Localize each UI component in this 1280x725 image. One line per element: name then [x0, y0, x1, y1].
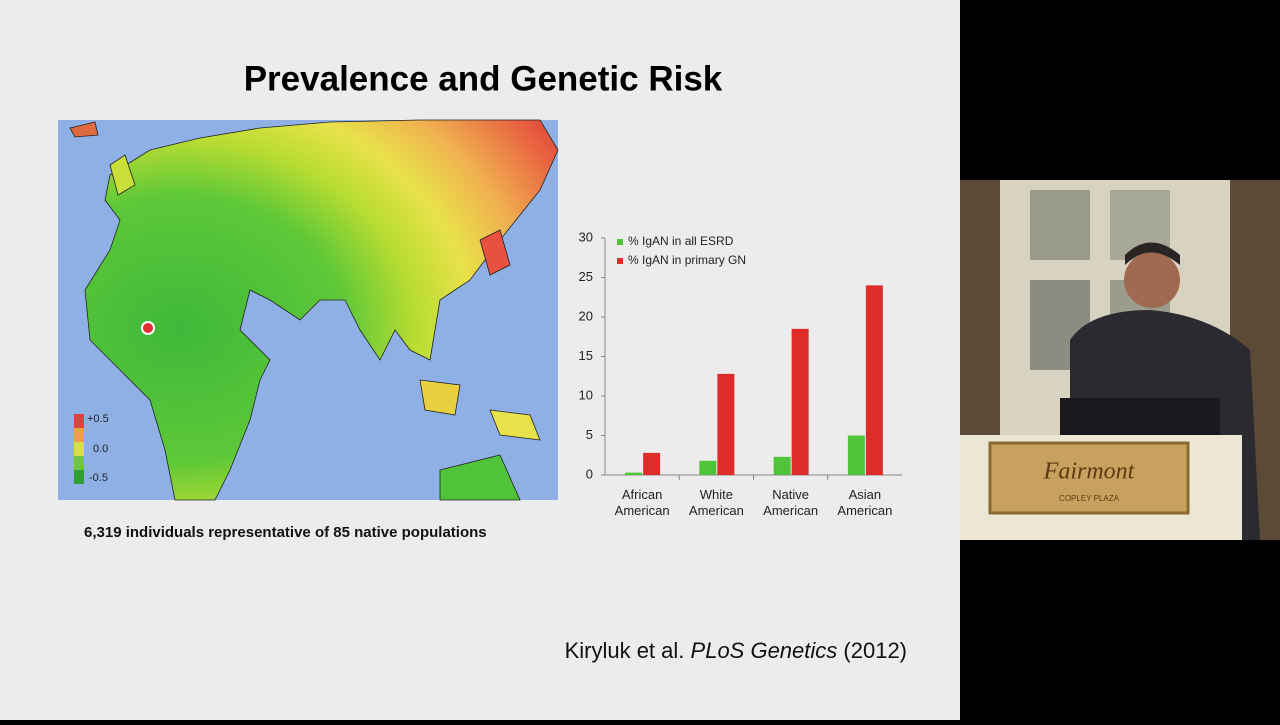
slide: Prevalence and Genetic Risk +0.5 — [0, 0, 960, 720]
bar — [699, 460, 717, 475]
legend-swatch — [617, 239, 623, 245]
x-tick-label: African American — [614, 487, 670, 518]
y-tick-label: 15 — [579, 348, 593, 363]
y-tick-label: 30 — [579, 229, 593, 244]
bar — [717, 373, 735, 475]
map-caption: 6,319 individuals representative of 85 n… — [84, 524, 487, 541]
bar — [847, 435, 865, 475]
sign-name: Fairmont — [1043, 459, 1136, 485]
map-legend-label: +0.5 — [87, 413, 109, 425]
bar — [643, 452, 661, 475]
citation-year: (2012) — [843, 638, 907, 663]
citation: Kiryluk et al. PLoS Genetics (2012) — [565, 638, 907, 663]
y-tick-label: 20 — [579, 308, 593, 323]
bar — [791, 328, 809, 475]
legend-label: % IgAN in primary GN — [628, 253, 746, 267]
y-tick-label: 10 — [579, 387, 593, 402]
y-tick-label: 0 — [586, 466, 593, 481]
slide-canvas: Prevalence and Genetic Risk +0.5 — [58, 59, 907, 663]
bar — [773, 456, 791, 475]
x-tick-label: Native American — [763, 487, 819, 518]
citation-journal: PLoS Genetics — [691, 638, 838, 663]
y-tick-label: 5 — [586, 427, 593, 442]
speaker-video: Fairmont COPLEY PLAZA — [960, 180, 1280, 540]
legend-swatch — [617, 258, 623, 264]
bar — [625, 472, 643, 475]
bar — [865, 285, 883, 475]
map-legend-label: 0.0 — [93, 443, 108, 455]
x-tick-label: White American — [688, 487, 744, 518]
sign-place: COPLEY PLAZA — [1059, 494, 1120, 503]
legend-label: % IgAN in all ESRD — [628, 234, 734, 248]
citation-authors: Kiryluk et al. — [565, 638, 685, 663]
x-tick-label: Asian American — [837, 487, 893, 518]
y-tick-label: 25 — [579, 269, 593, 284]
map: +0.5 0.0 -0.5 — [58, 119, 559, 501]
map-legend-label: -0.5 — [89, 472, 108, 484]
slide-title: Prevalence and Genetic Risk — [244, 59, 723, 98]
